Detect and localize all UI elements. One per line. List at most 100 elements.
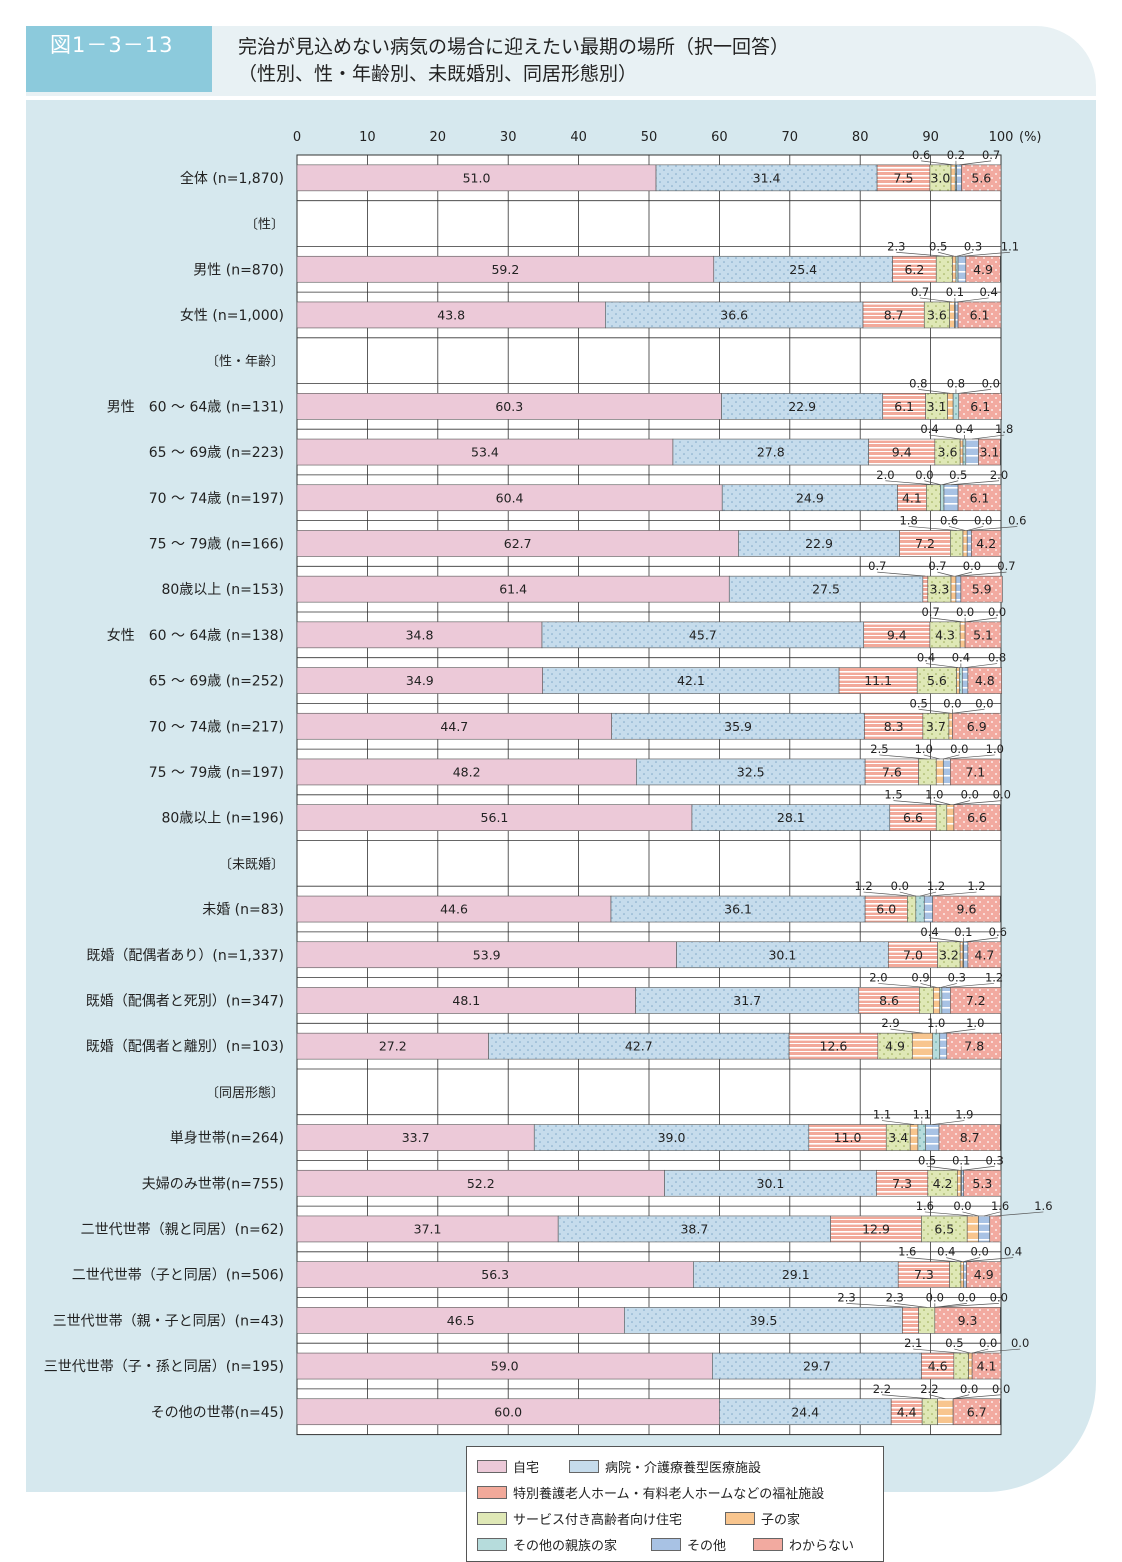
bar-segment (966, 1215, 979, 1243)
data-label: 7.5 (894, 170, 914, 185)
data-label: 0.0 (961, 788, 979, 802)
data-label: 11.0 (834, 1130, 862, 1145)
bar-segment (919, 987, 934, 1014)
bar-segment (542, 667, 840, 694)
callout-line (946, 983, 995, 988)
data-label: 3.6 (927, 307, 947, 322)
bar-segment (950, 164, 956, 192)
chart-title-line1: 完治が見込めない病気の場合に迎えたい最期の場所（択一回答） (238, 36, 790, 58)
callout-line (926, 663, 959, 668)
callout-line (949, 526, 966, 531)
bar-segment (918, 758, 937, 786)
chart-title-line2: （性別、性・年齢別、未既婚別、同居形態別） (238, 63, 638, 85)
data-label: 56.1 (481, 810, 509, 825)
callout-line (952, 708, 985, 714)
bar-group: 44.7 35.9 8.3 3.7 6.9 0.5 0.0 0.0 (296, 696, 1002, 740)
bar-segment (296, 575, 730, 603)
callout-line (967, 526, 984, 531)
bar-segment (864, 758, 919, 786)
data-label: 5.6 (927, 673, 947, 688)
bar-segment (957, 255, 967, 283)
data-label: 1.2 (854, 879, 872, 893)
callout-line (932, 1120, 965, 1125)
legend: 自宅 病院・介護療養型医療施設 特別養護老人ホーム・有料老人ホームなどの福祉施設 サー… (466, 1446, 884, 1562)
bar-segment (959, 941, 964, 969)
data-label: 0.0 (992, 1382, 1010, 1396)
callout-line (953, 800, 970, 805)
legend-relative-home: その他の親族の家 (477, 1535, 617, 1554)
bar-segment (296, 987, 636, 1014)
data-label: 7.3 (914, 1267, 934, 1282)
callout-line (956, 297, 989, 303)
data-label: 0.7 (921, 605, 939, 619)
data-label: 0.7 (911, 285, 929, 299)
data-label: 1.0 (925, 788, 943, 802)
callout-line (965, 1257, 1014, 1262)
bar-segment (655, 164, 878, 192)
bar-segment (728, 575, 924, 603)
callout-line (946, 1257, 963, 1262)
data-label: 0.0 (988, 605, 1006, 619)
row-label: 三世代世帯（子・孫と同居）(n=195) (44, 1359, 284, 1375)
bar-segment (624, 1307, 903, 1334)
data-label: 1.1 (913, 1108, 931, 1122)
data-label: 0.8 (988, 651, 1006, 665)
callout-line (885, 480, 934, 486)
bar-segment (916, 667, 957, 694)
callout-line (940, 983, 957, 988)
callout-line (920, 297, 953, 303)
bar-segment (882, 393, 926, 420)
data-label: 4.2 (976, 536, 996, 551)
row-label: 80歳以上 (n=153) (161, 582, 284, 598)
legend-home: 自宅 (477, 1457, 539, 1476)
data-label: 2.0 (876, 468, 894, 482)
bar-group: 48.2 32.5 7.6 7.1 2.5 1.0 0.0 1.0 (296, 742, 1004, 786)
bar-segment (635, 987, 860, 1014)
data-label: 9.6 (957, 902, 977, 917)
bar-segment (949, 1261, 962, 1288)
data-label: 2.2 (920, 1382, 938, 1396)
data-label: 0.0 (974, 513, 992, 527)
data-label: 4.6 (928, 1359, 948, 1374)
bar-segment (961, 667, 969, 694)
data-label: 0.8 (909, 376, 927, 390)
bar-segment (953, 1352, 969, 1380)
bar-segment (957, 484, 1002, 512)
bar-segment (296, 1124, 535, 1151)
data-label: 43.8 (437, 307, 465, 322)
data-label: 2.1 (904, 1336, 922, 1350)
bar-group: 61.4 27.5 3.3 5.9 0.7 0.7 0.0 0.7 (296, 559, 1016, 603)
callout-line (953, 1394, 970, 1400)
bar-segment (911, 1032, 934, 1060)
data-label: 0.1 (946, 285, 964, 299)
data-label: 31.7 (733, 993, 761, 1008)
data-label: 59.0 (491, 1359, 519, 1374)
data-label: 6.6 (903, 810, 923, 825)
callout-line (956, 251, 974, 257)
chart-panel: 0 10 20 30 40 50 60 70 80 90 100 (%) 全体 (n=1,870) 51.… (26, 100, 1096, 1562)
bar-segment (296, 667, 543, 694)
data-label: 2.0 (869, 970, 887, 984)
data-label: 1.1 (873, 1108, 891, 1122)
bar-segment (868, 438, 936, 466)
bar-segment (929, 621, 961, 649)
callout-line (962, 1211, 979, 1217)
row-label: 二世代世帯（子と同居）(n=506) (72, 1268, 284, 1284)
row-label: 80歳以上 (n=196) (161, 811, 284, 827)
data-label: 0.6 (989, 925, 1007, 939)
row-label: 75 ～ 79歳 (n=166) (149, 536, 284, 552)
data-label: 8.6 (879, 993, 899, 1008)
data-label: 1.0 (966, 1016, 984, 1030)
row-label: 65 ～ 69歳 (n=223) (149, 445, 284, 461)
bar-group: 51.0 31.4 7.5 3.0 5.6 0.6 0.2 0.7 (296, 148, 1002, 192)
data-label: 32.5 (737, 764, 765, 779)
bar-segment (963, 941, 969, 969)
data-label: 60.3 (495, 399, 523, 414)
legend-label: わからない (789, 1539, 855, 1554)
data-label: 0.0 (975, 696, 993, 710)
data-label: 9.4 (892, 445, 912, 460)
data-label: 0.0 (1011, 1336, 1029, 1350)
callout-line (950, 480, 1000, 486)
bar-segment (897, 1261, 950, 1288)
data-label: 3.3 (929, 582, 949, 597)
